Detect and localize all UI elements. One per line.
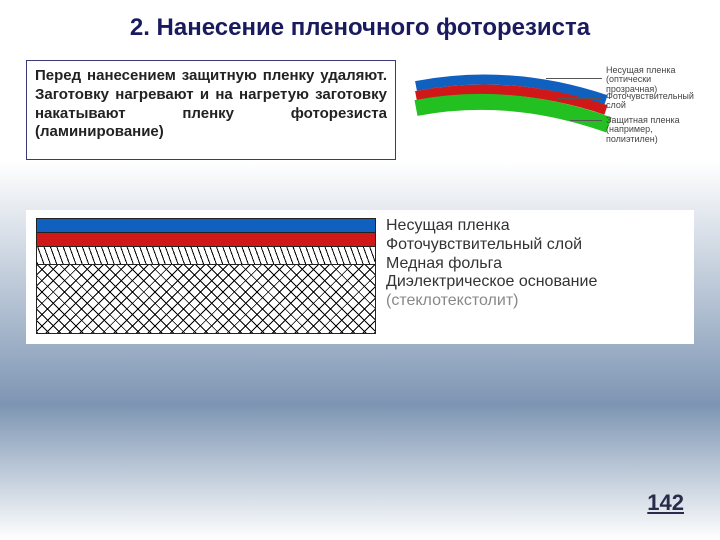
legend-item-3: Медная фольга — [386, 256, 684, 273]
page-number: 142 — [647, 490, 684, 516]
top-label-3b: (например, полиэтилен) — [606, 124, 658, 143]
layer-photosensitive — [37, 233, 375, 247]
legend-item-2: Фоточувствительный слой — [386, 237, 684, 254]
top-row: Перед нанесением защитную пленку удаляют… — [0, 60, 720, 160]
legend-item-4: Диэлектрическое основание — [386, 274, 684, 291]
layer-carrier-film — [37, 219, 375, 233]
description-box: Перед нанесением защитную пленку удаляют… — [26, 60, 396, 160]
layer-dielectric — [37, 265, 375, 333]
top-label-2b: слой — [606, 100, 626, 110]
layer-copper-foil — [37, 247, 375, 265]
legend-item-4b: (стеклотекстолит) — [386, 293, 684, 310]
top-film-diagram: Несущая пленка (оптически прозрачная) Фо… — [408, 60, 694, 160]
legend-item-1: Несущая пленка — [386, 218, 684, 235]
slide-title: 2. Нанесение пленочного фоторезиста — [0, 0, 720, 60]
layer-legend: Несущая пленка Фоточувствительный слой М… — [386, 218, 684, 334]
layer-stack — [36, 218, 376, 334]
main-layer-diagram: Несущая пленка Фоточувствительный слой М… — [26, 210, 694, 344]
